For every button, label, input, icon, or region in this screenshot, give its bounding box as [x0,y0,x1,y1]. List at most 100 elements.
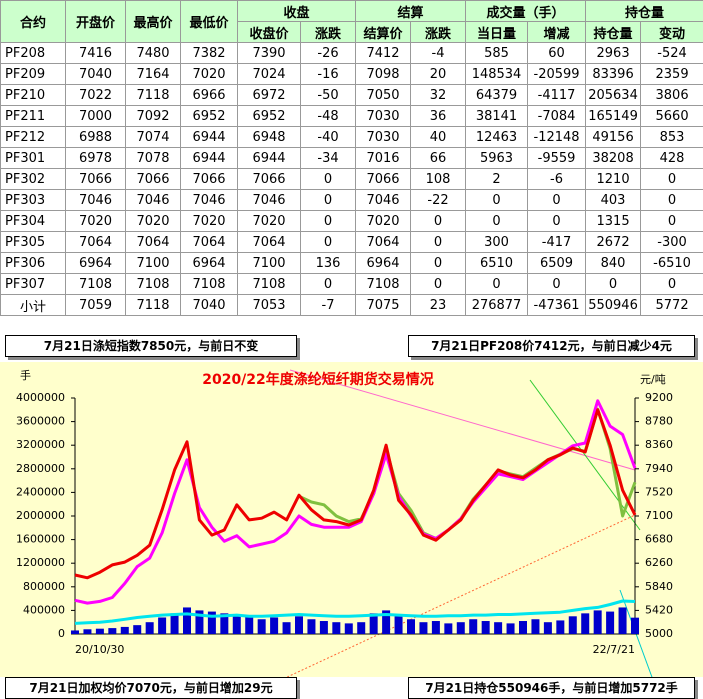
y2-unit: 元/吨 [640,373,666,386]
trend-line [289,369,636,471]
trend-line [619,589,653,677]
y-tick-label: 3600000 [16,415,65,428]
volume-bar [220,613,229,634]
volume-bar [419,622,428,634]
table-cell: 7040 [65,63,126,85]
column-header: 持仓量 [585,21,642,43]
volume-bar [245,615,254,634]
table-row: PF303 7046 7046 7046 7046 0 7046 -22 0 0 403 0 [0,189,703,211]
y2-tick-label: 6260 [645,556,673,569]
volume-bar [469,619,478,634]
table-cell: -40 [299,126,357,148]
table-cell: -20599 [527,63,587,85]
table-cell: 7108 [65,273,126,295]
volume-bar [618,607,627,634]
column-header: 开盘价 [65,0,126,43]
table-cell: 0 [410,210,467,232]
table-cell: 6952 [237,105,301,127]
y2-tick-label: 5420 [645,603,673,616]
table-cell: 23 [410,294,467,316]
y2-tick-label: 7940 [645,462,673,475]
table-cell: 7020 [355,210,412,232]
table-row: PF302 7066 7066 7066 7066 0 7066 108 2 -6 1210 0 [0,168,703,190]
table-cell: 7022 [65,84,126,106]
header-row: 收盘价 涨跌 结算价 涨跌 当日量 增减 持仓量 变动 [1,21,703,43]
table-cell: PF211 [0,105,66,127]
table-cell: 38208 [585,147,642,169]
y-tick-label: 2800000 [16,462,65,475]
table-cell: 7046 [237,189,301,211]
table-cell: 7118 [125,294,181,316]
table-row: PF301 6978 7078 6944 6944 -34 7016 66 5963 -9559 3… [0,147,703,169]
table-cell: 20 [410,63,467,85]
table-cell: 7075 [355,294,412,316]
table-cell: 7118 [125,84,181,106]
table-cell: 6952 [180,105,238,127]
table-cell: 205634 [585,84,642,106]
table-cell: -417 [527,231,587,253]
table-cell: 7108 [237,273,301,295]
trend-line [286,514,636,677]
volume-bar [344,623,353,634]
volume-bar [444,623,453,634]
table-cell: 136 [299,252,357,274]
table-cell: 7074 [125,126,181,148]
table-cell: 7016 [355,147,412,169]
table-cell: 853 [640,126,703,148]
header-row: 合约 开盘价 最高价 最低价 收盘 结算 成交量（手） 持仓量 [0,0,703,43]
table-cell: 7046 [180,189,238,211]
column-header: 合约 [0,0,66,43]
table-cell: 0 [640,210,703,232]
table-cell: 0 [410,252,467,274]
volume-bar [357,622,366,634]
table-cell: 7382 [180,42,238,64]
table-cell: 550946 [585,294,642,316]
table-cell: -16 [299,63,357,85]
table-cell: 7098 [355,63,412,85]
volume-bar [394,616,403,634]
table-cell: 7046 [65,189,126,211]
table-cell: 7020 [237,210,301,232]
table-cell: 49156 [585,126,642,148]
table-cell: PF301 [0,147,66,169]
table-cell: PF305 [0,231,66,253]
y2-tick-label: 5840 [645,580,673,593]
table-cell: 7064 [125,231,181,253]
table-cell: 7020 [180,63,238,85]
volume-bar [332,622,341,634]
quote-table: 合约 开盘价 最高价 最低价 收盘 结算 成交量（手） 持仓量 收盘价 涨跌 结算价 涨跌 当日量 增减持… [0,0,703,316]
table-cell: 7000 [65,105,126,127]
table-cell: 36 [410,105,467,127]
table-cell: 0 [299,231,357,253]
table-cell: 38141 [465,105,529,127]
table-row: PF208 7416 7480 7382 7390 -26 7412 -4 585 60 2963-… [0,42,703,64]
y-unit: 手 [20,368,31,382]
volume-bar [531,619,540,634]
table-cell: -4 [410,42,467,64]
table-cell: 5660 [640,105,703,127]
table-row: PF209 7040 7164 7020 7024 -16 7098 20 148534 -205… [0,63,703,85]
volume-bar [295,616,303,634]
x-tick-label: 22/7/21 [593,643,635,656]
table-cell: 32 [410,84,467,106]
volume-bar [145,622,154,634]
series-line [74,408,637,580]
chart: 2020/22年度涤纶短纤期货交易情况 手 元/吨 0 400000 800000 1… [0,362,703,677]
volume-bar [83,629,92,634]
table-cell: 0 [527,189,587,211]
table-cell: 7066 [355,168,412,190]
table-cell: 7412 [355,42,412,64]
table-cell: PF304 [0,210,66,232]
y2-tick-label: 8780 [645,415,673,428]
table-cell: 0 [585,273,642,295]
volume-bar [195,610,204,634]
table-cell: -7 [299,294,357,316]
table-row: 小计 7059 7118 7040 7053 -7 7075 23 276877 -47361 55… [0,294,703,316]
table-cell: 7100 [237,252,301,274]
group-header: 收盘 [236,0,357,22]
table-cell: 403 [585,189,642,211]
column-header: 涨跌 [410,21,467,43]
table-cell: -524 [640,42,703,64]
table-cell: 7066 [237,168,301,190]
